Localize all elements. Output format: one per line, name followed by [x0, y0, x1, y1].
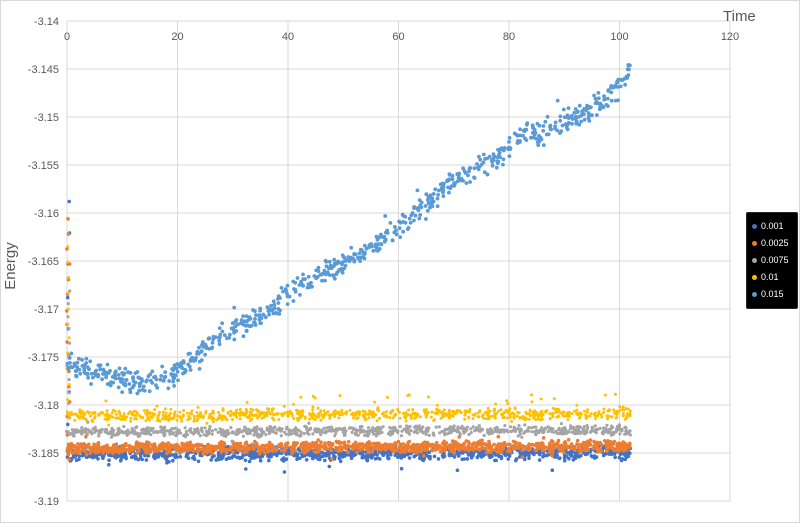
legend-marker-icon	[752, 292, 757, 297]
y-tick-label: -3.14	[34, 16, 59, 28]
x-tick-label: 40	[282, 31, 294, 43]
gridlines	[66, 20, 731, 502]
x-tick-label: 60	[392, 31, 404, 43]
y-tick-label: -3.145	[28, 64, 59, 76]
legend-marker-icon	[752, 241, 757, 246]
legend-label: 0.01	[761, 272, 779, 282]
legend-item-0.001[interactable]: 0.001	[752, 221, 792, 232]
legend-item-0.015[interactable]: 0.015	[752, 289, 792, 300]
y-tick-label: -3.175	[28, 352, 59, 364]
y-tick-label: -3.155	[28, 160, 59, 172]
series-0.01	[65, 245, 632, 427]
y-tick-label: -3.16	[34, 208, 59, 220]
series-0.0075	[65, 276, 632, 443]
y-axis-tick-labels: -3.14 -3.145 -3.15 -3.155 -3.16 -3.165 -3.17 -3…	[28, 16, 59, 508]
x-tick-label: 80	[503, 31, 515, 43]
legend-marker-icon	[752, 224, 757, 229]
legend[interactable]: 0.001 0.0025 0.0075 0.01 0.015	[746, 212, 798, 309]
legend-label: 0.015	[761, 289, 784, 299]
x-tick-label: 120	[721, 31, 739, 43]
x-tick-label: 0	[64, 31, 70, 43]
legend-label: 0.0075	[761, 255, 789, 265]
legend-item-0.0075[interactable]: 0.0075	[752, 255, 792, 266]
series-0.0025	[65, 217, 632, 462]
y-tick-label: -3.165	[28, 256, 59, 268]
y-axis-title: Energy	[2, 242, 19, 290]
legend-item-0.0025[interactable]: 0.0025	[752, 238, 792, 249]
legend-label: 0.001	[761, 221, 784, 231]
x-tick-label: 20	[171, 31, 183, 43]
legend-marker-icon	[752, 275, 757, 280]
y-tick-label: -3.18	[34, 400, 59, 412]
legend-marker-icon	[752, 258, 757, 263]
y-tick-label: -3.185	[28, 448, 59, 460]
legend-item-0.01[interactable]: 0.01	[752, 272, 792, 283]
x-axis-title: Time	[723, 8, 756, 25]
plot-area-points	[65, 63, 633, 474]
y-tick-label: -3.17	[34, 304, 59, 316]
y-tick-label: -3.15	[34, 112, 59, 124]
y-tick-label: -3.19	[34, 496, 59, 508]
x-tick-label: 100	[610, 31, 628, 43]
series-0.015	[65, 63, 632, 396]
x-axis-tick-labels: 0 20 40 60 80 100 120	[64, 31, 739, 43]
legend-label: 0.0025	[761, 238, 789, 248]
